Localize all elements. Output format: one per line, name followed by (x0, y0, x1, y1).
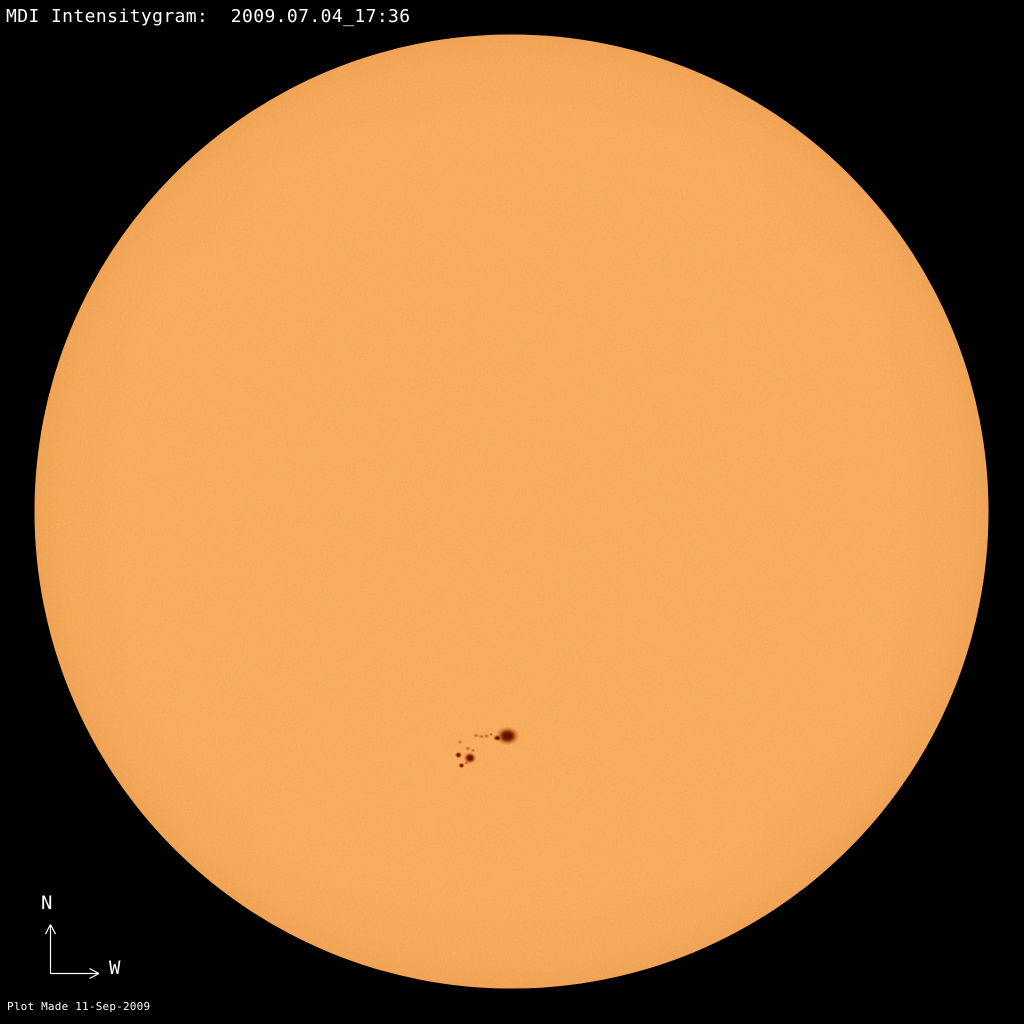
sunspot (473, 733, 479, 738)
compass-west-label: W (109, 957, 121, 979)
sunspot (470, 748, 476, 753)
sunspot (495, 726, 520, 746)
plot-made-caption: Plot Made 11-Sep-2009 (7, 1000, 151, 1013)
sunspot (463, 752, 477, 764)
compass-north-label: N (41, 892, 53, 914)
sunspot (488, 732, 494, 737)
sunspot (483, 733, 490, 739)
sunspot (478, 734, 485, 739)
sunspot (457, 740, 463, 744)
sunspot (464, 761, 469, 765)
image-title: MDI Intensitygram: 2009.07.04_17:36 (6, 6, 411, 27)
sunspot (465, 746, 471, 751)
sunspot-group (454, 726, 520, 769)
sunspot (493, 734, 502, 742)
sun-limb-shading (34, 34, 989, 989)
sunspot (458, 762, 465, 769)
compass-arrows-icon (44, 924, 100, 980)
sunspot (454, 751, 463, 759)
